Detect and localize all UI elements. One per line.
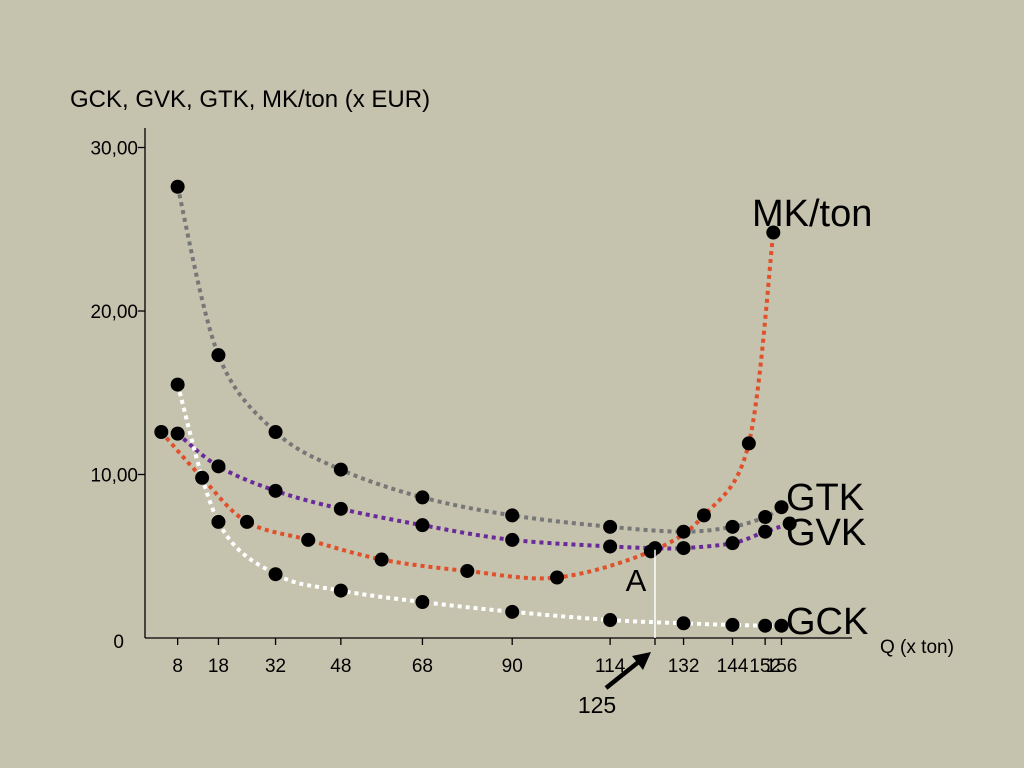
arrow-head [632,652,651,670]
point-mk-ton [154,424,169,439]
series-label-gvk: GVK [786,512,866,554]
point-gck [603,613,618,628]
y-tick-label: 10,00 [90,466,138,487]
point-gvk [505,532,520,547]
x-axis-title: Q (x ton) [880,637,954,658]
point-gck [268,567,283,582]
point-gck [170,377,185,392]
y-tick-label: 0 [113,632,124,653]
point-mk-ton [741,436,756,451]
series-line-gck [175,384,782,628]
x-tick-label: 32 [265,656,286,677]
point-gtk [333,462,348,477]
point-mk-ton [301,532,316,547]
x-tick-label: 18 [208,656,229,677]
series-label-mk-ton: MK/ton [752,193,872,235]
point-gvk [268,483,283,498]
point-mk-ton [643,544,658,559]
point-gvk [603,539,618,554]
series-label-gck: GCK [786,601,868,643]
point-gck [725,617,740,632]
point-gtk [268,424,283,439]
series-line-gtk [175,186,783,534]
point-gtk [774,500,789,515]
point-gvk [333,501,348,516]
x-tick-label: 156 [766,656,798,677]
point-gtk [170,179,185,194]
series-layer [159,186,791,628]
point-mk-ton [240,514,254,529]
point-gck [415,595,430,610]
point-gvk [415,518,430,533]
x-tick-label: 152 [749,656,781,677]
series-label-gtk: GTK [786,477,864,519]
point-gtk [676,524,691,539]
point-gck [774,618,789,633]
x-tick-label: 8 [172,656,183,677]
arrow-shaft [604,658,643,690]
x-tick-label: 48 [330,656,351,677]
point-mk-ton [766,225,781,240]
point-gvk [211,459,226,474]
x-tick-label: 90 [502,656,523,677]
arrow-label: 125 [578,692,616,718]
point-gck [505,604,520,619]
point-mk-ton [374,552,389,567]
point-gvk [758,524,773,539]
point-gtk [505,508,520,523]
point-gck [333,583,348,598]
point-mk-ton [696,508,711,523]
point-gck [211,514,226,529]
point-gck [758,618,773,633]
x-tick-label: 114 [595,656,626,677]
point-a-label: A [626,563,647,598]
point-mk-ton [195,470,210,485]
y-tick-label: 30,00 [90,139,138,160]
axes: 0 10,00 20,00 30,00 8 18 32 48 68 90 114 132 144 1521… [90,128,852,677]
point-gvk [676,541,691,556]
point-gtk [758,510,773,525]
point-gvk [782,516,797,531]
point-gvk [725,536,740,551]
point-mk-ton [460,563,475,578]
x-tick-label: 68 [412,656,433,677]
points-layer [154,179,797,633]
x-tick-label: 132 [668,656,700,677]
point-gvk [170,426,185,441]
y-axis-title: GCK, GVK, GTK, MK/ton (x EUR) [70,86,430,113]
point-gtk [211,348,226,363]
point-mk-ton [550,570,565,585]
y-tick-label: 20,00 [90,302,138,323]
point-gtk [415,490,430,505]
point-gtk [603,519,618,534]
point-gtk [725,519,740,534]
x-tick-label: 144 [717,656,749,677]
point-gck [676,616,691,631]
